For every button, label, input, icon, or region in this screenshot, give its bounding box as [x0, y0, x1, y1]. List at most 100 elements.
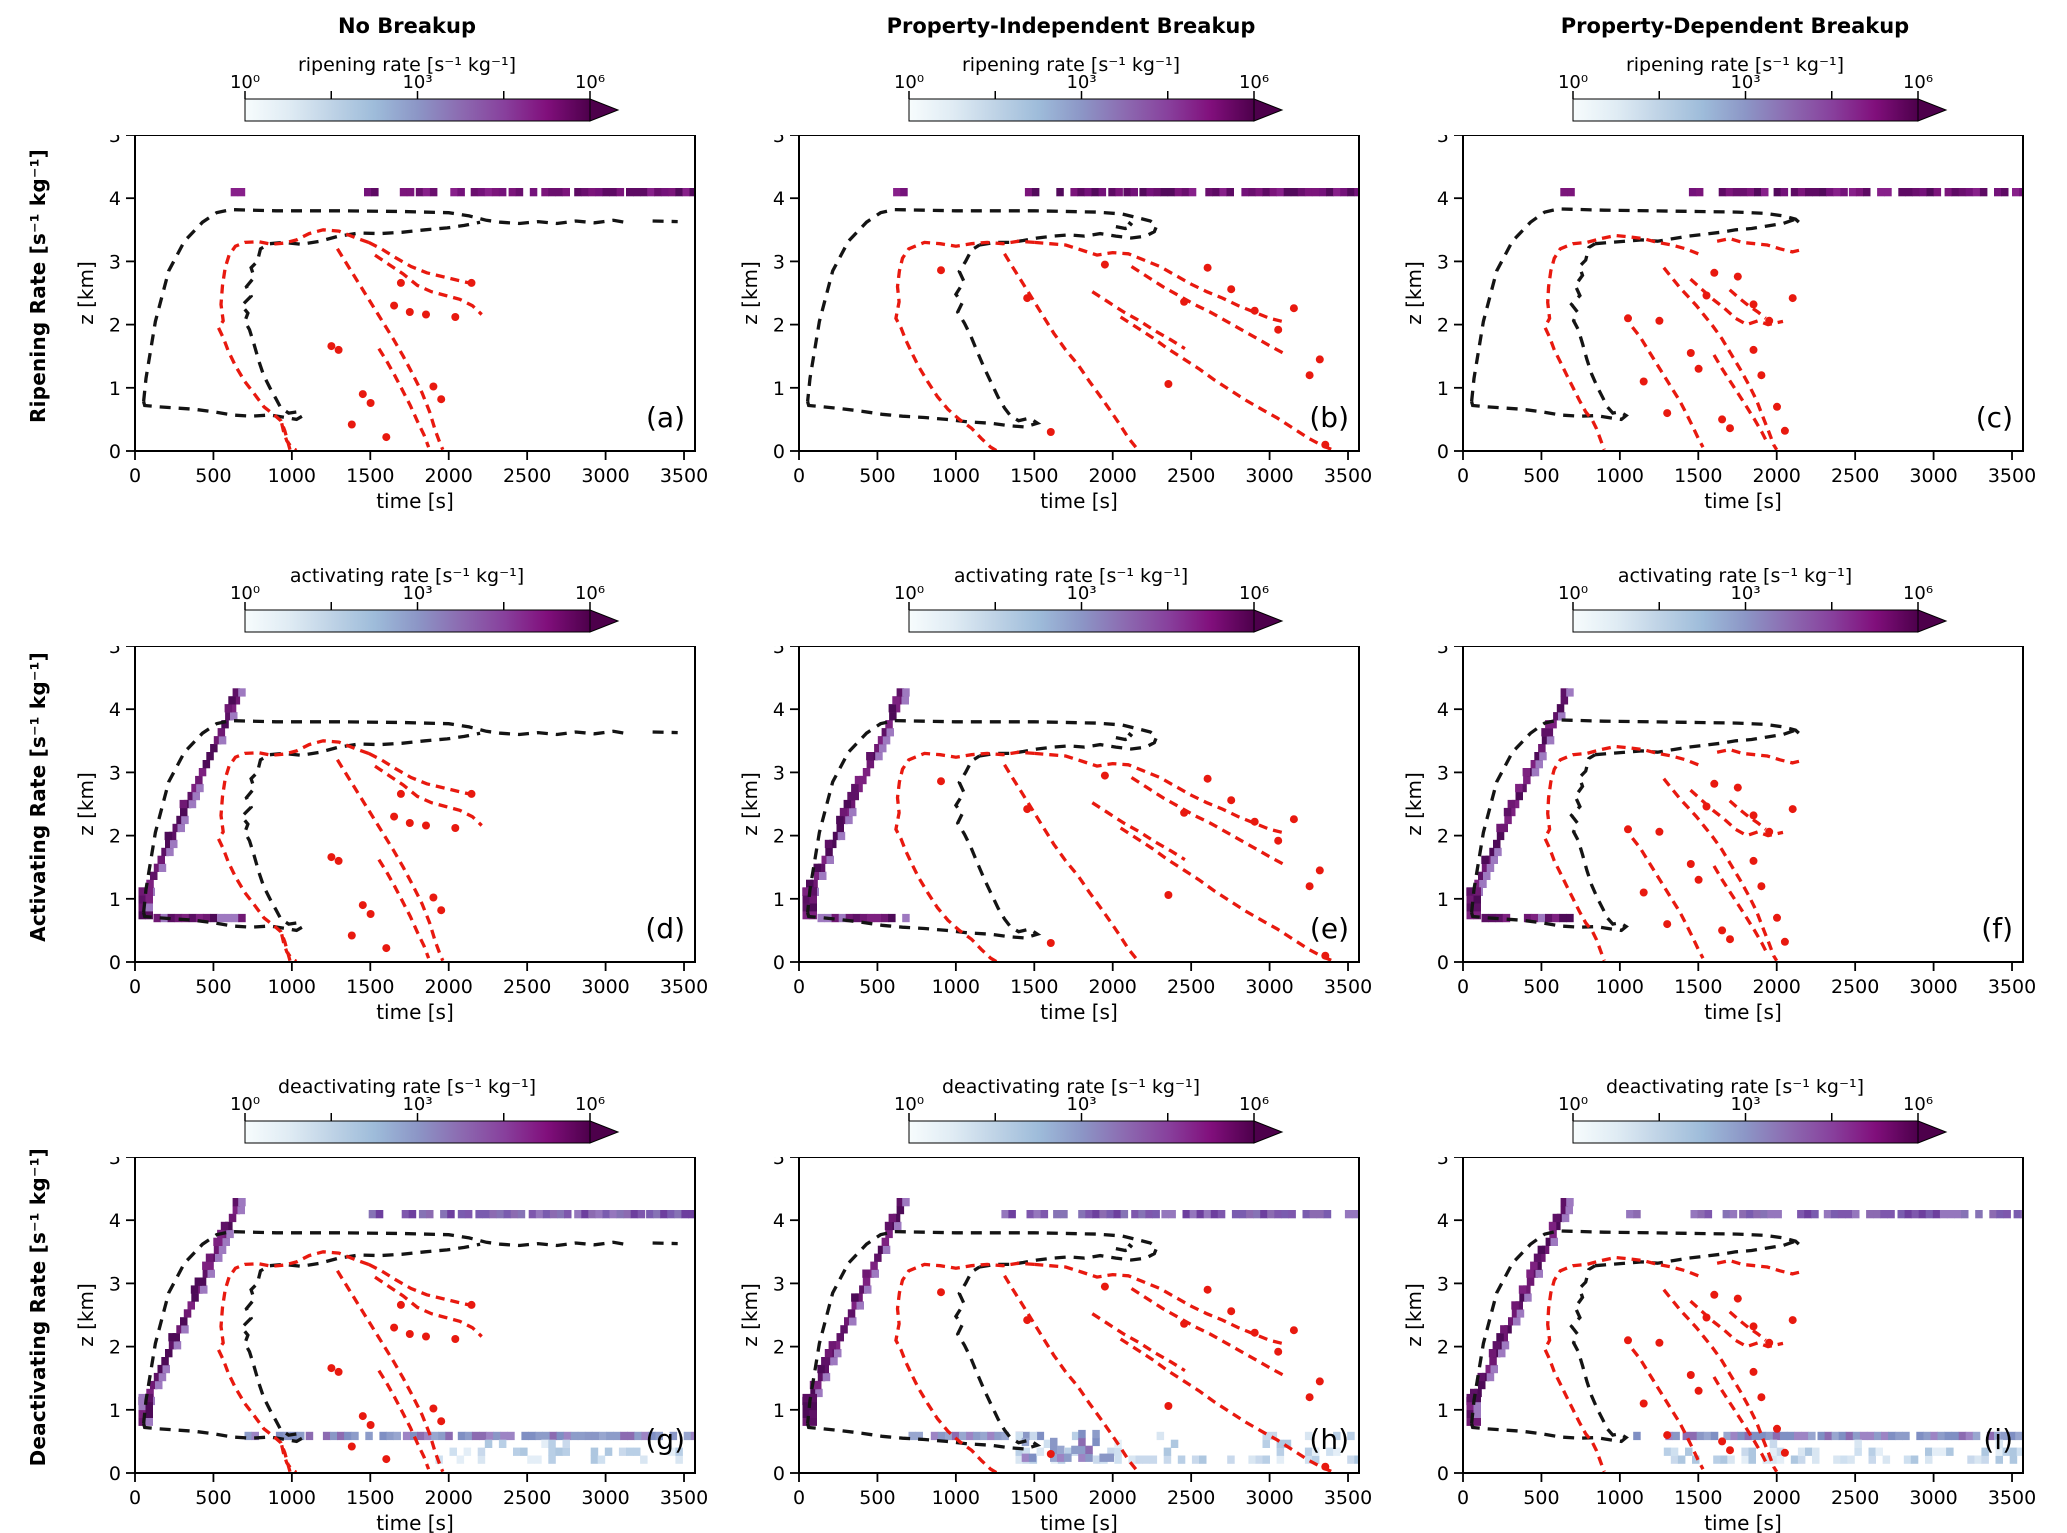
- y-tick-label: 5: [773, 646, 785, 658]
- y-tick-label: 4: [109, 188, 121, 210]
- figure-row-ripening: Ripening Rate [s⁻¹ kg⁻¹] No Breakup ripen…: [0, 0, 2067, 513]
- contour-lines: [1469, 1229, 1802, 1473]
- plot-(c): 0 500 1000 1500 2000 2500 3000 3500 0 1 2 3 4 5 time […: [1402, 125, 2036, 513]
- rain-contour-red: [1631, 326, 1705, 448]
- x-tick-label: 0: [129, 976, 141, 998]
- contour-dots-red: [1624, 1290, 1797, 1457]
- contour-dots-red: [327, 789, 476, 953]
- y-tick-label: 5: [773, 1157, 785, 1169]
- panel-letter: (e): [1310, 912, 1349, 945]
- cloud-contour-black: [141, 207, 625, 402]
- cloud-contour-black: [1115, 220, 1137, 231]
- x-tick-label: 500: [859, 465, 895, 487]
- x-tick-label: 0: [1457, 976, 1469, 998]
- rain-contour-red: [1712, 865, 1770, 956]
- rain-contour-red: [216, 739, 370, 962]
- rain-contour-red: [335, 758, 445, 962]
- rain-contour-red: [374, 1275, 483, 1338]
- heatmap-pixels: [1560, 188, 2023, 197]
- y-axis-label: z [km]: [75, 1283, 98, 1347]
- row-gutter: Activating Rate [s⁻¹ kg⁻¹]: [0, 511, 75, 1022]
- x-tick-label: 2500: [1167, 465, 1215, 487]
- colorbar-tick-label: 10⁶: [1239, 75, 1269, 93]
- y-axis-label: z [km]: [1403, 261, 1426, 325]
- rain-contour-red: [367, 1262, 470, 1307]
- panel-f: activating rate [s⁻¹ kg⁻¹] 10⁰ 10³ 10⁶ 0 500 1…: [1402, 511, 2067, 1024]
- contour-dots-red: [327, 278, 476, 442]
- figure-row-activating: Activating Rate [s⁻¹ kg⁻¹] activating ra…: [0, 511, 2067, 1024]
- cloud-contour-black: [141, 1229, 625, 1424]
- colorbar-tick-label: 10⁰: [230, 586, 260, 604]
- y-axis-label: z [km]: [1403, 772, 1426, 836]
- y-tick-label: 1: [773, 378, 785, 400]
- rain-contour-red: [1119, 315, 1333, 451]
- cloud-contour-black: [269, 731, 481, 757]
- cloud-contour-black: [806, 1265, 1042, 1451]
- x-tick-label: 3500: [1988, 976, 2036, 998]
- x-tick-label: 3000: [581, 465, 629, 487]
- y-tick-label: 1: [1437, 889, 1449, 911]
- panel-letter: (a): [646, 401, 685, 434]
- rain-contour-red: [367, 240, 470, 285]
- x-tick-label: 0: [1457, 465, 1469, 487]
- x-tick-label: 3500: [660, 465, 708, 487]
- rain-contour-red: [280, 1444, 298, 1473]
- contour-dots-red: [937, 260, 1330, 449]
- rain-contour-red: [1003, 1274, 1138, 1471]
- x-tick-label: 2000: [1089, 976, 1137, 998]
- colorbar-label: activating rate [s⁻¹ kg⁻¹]: [1617, 565, 1853, 587]
- x-tick-label: 1000: [268, 1487, 316, 1509]
- y-tick-label: 2: [1437, 826, 1449, 848]
- y-tick-label: 3: [1437, 1273, 1449, 1295]
- x-tick-label: 1000: [932, 465, 980, 487]
- x-tick-label: 1000: [268, 976, 316, 998]
- rain-contour-red: [367, 751, 470, 796]
- rain-contour-red: [894, 1261, 1035, 1473]
- colorbar-label: ripening rate [s⁻¹ kg⁻¹]: [297, 54, 517, 76]
- column-title: Property-Dependent Breakup: [1560, 14, 1910, 38]
- colorbar: deactivating rate [s⁻¹ kg⁻¹] 10⁰ 10³ 10⁶: [75, 1067, 739, 1157]
- panel-g: deactivating rate [s⁻¹ kg⁻¹] 10⁰ 10³ 10⁶ 0 50…: [74, 1022, 739, 1533]
- colorbar-tick-label: 10⁰: [894, 75, 924, 93]
- rain-contour-red: [1543, 1255, 1699, 1473]
- y-tick-label: 2: [109, 1337, 121, 1359]
- x-tick-label: 2000: [1753, 1487, 1801, 1509]
- rain-contour-red: [216, 228, 370, 451]
- x-tick-label: 3000: [1909, 1487, 1957, 1509]
- y-axis-label: z [km]: [739, 261, 762, 325]
- panel-letter: (d): [645, 912, 685, 945]
- colorbar-scale: 10⁰ 10³ 10⁶: [1558, 1097, 1948, 1144]
- y-tick-label: 2: [1437, 1337, 1449, 1359]
- x-tick-label: 1500: [346, 465, 394, 487]
- contour-lines: [141, 207, 678, 451]
- heatmap-pixels: [138, 1198, 695, 1464]
- y-tick-label: 1: [773, 889, 785, 911]
- y-tick-label: 0: [109, 441, 121, 463]
- colorbar-scale: 10⁰ 10³ 10⁶: [894, 586, 1284, 633]
- x-tick-label: 2000: [425, 1487, 473, 1509]
- rain-contour-red: [1130, 1287, 1288, 1379]
- x-tick-label: 2500: [503, 1487, 551, 1509]
- x-tick-label: 500: [1523, 976, 1559, 998]
- y-tick-label: 0: [773, 1463, 785, 1485]
- x-tick-label: 1500: [1010, 465, 1058, 487]
- x-axis-label: time [s]: [1704, 1511, 1782, 1533]
- cloud-contour-black: [1470, 1264, 1629, 1444]
- cloud-contour-black: [805, 1229, 1159, 1424]
- y-tick-label: 1: [773, 1400, 785, 1422]
- row-label-activating: Activating Rate [s⁻¹ kg⁻¹]: [25, 651, 50, 942]
- y-tick-label: 5: [1437, 1157, 1449, 1169]
- x-tick-label: 2500: [1167, 1487, 1215, 1509]
- x-tick-label: 0: [793, 976, 805, 998]
- y-axis-label: z [km]: [739, 772, 762, 836]
- x-tick-label: 3000: [1245, 1487, 1293, 1509]
- panel-letter: (b): [1309, 401, 1349, 434]
- rain-contour-red: [1091, 1312, 1186, 1372]
- colorbar-tick-label: 10³: [402, 586, 432, 604]
- x-tick-label: 3500: [1324, 465, 1372, 487]
- row-gutter: Deactivating Rate [s⁻¹ kg⁻¹]: [0, 1022, 75, 1533]
- column-title-spacer: [75, 511, 739, 556]
- colorbar-tick-label: 10³: [1066, 75, 1096, 93]
- colorbar-tick-label: 10³: [1066, 586, 1096, 604]
